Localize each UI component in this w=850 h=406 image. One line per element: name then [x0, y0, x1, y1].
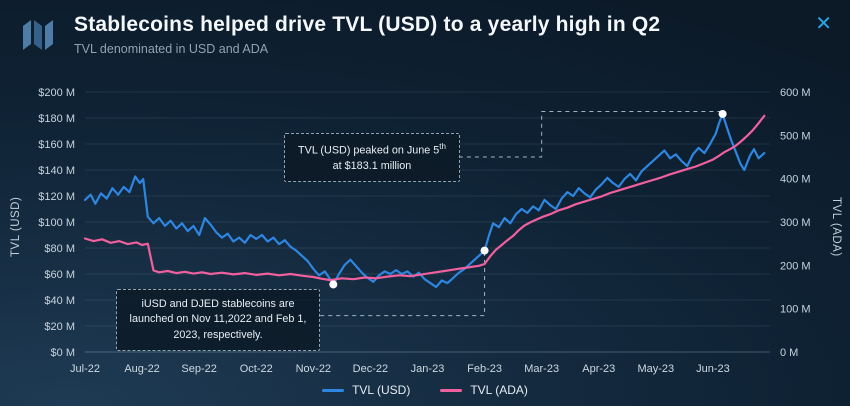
- legend-swatch: [322, 388, 345, 392]
- annotation-connector: [458, 111, 723, 158]
- legend-item-tvl-usd-[interactable]: TVL (USD): [322, 383, 410, 397]
- header: Stablecoins helped drive TVL (USD) to a …: [20, 12, 660, 56]
- y-axis-left-tick: $40 M: [44, 295, 75, 307]
- x-axis-tick: Aug-22: [124, 363, 159, 375]
- marker-dot: [480, 246, 489, 255]
- x-axis-tick: Jul-22: [70, 363, 100, 375]
- title-block: Stablecoins helped drive TVL (USD) to a …: [74, 12, 660, 56]
- y-axis-left-tick: $120 M: [38, 191, 75, 203]
- brand-logo-icon: [23, 20, 53, 50]
- x-axis-tick: Oct-22: [240, 363, 273, 375]
- x-axis-tick: Jan-23: [411, 363, 445, 375]
- y-axis-left-tick: $200 M: [38, 87, 75, 99]
- x-axis-tick: Jun-23: [696, 363, 730, 375]
- y-axis-right-tick: 500 M: [780, 130, 811, 142]
- legend-swatch: [440, 388, 463, 392]
- close-button[interactable]: ✕: [811, 10, 836, 38]
- y-axis-left-tick: $60 M: [44, 269, 75, 281]
- y-axis-right-tick: 600 M: [780, 87, 811, 99]
- x-axis-tick: May-23: [637, 363, 674, 375]
- legend-item-tvl-ada-[interactable]: TVL (ADA): [440, 383, 528, 397]
- marker-dot: [718, 109, 727, 118]
- y-axis-left-tick: $160 M: [38, 139, 75, 151]
- y-axis-left-tick: $100 M: [38, 217, 75, 229]
- y-axis-right-tick: 0 M: [780, 347, 798, 359]
- x-axis-tick: Sep-22: [181, 363, 216, 375]
- callout-launch-text: iUSD and DJED stablecoins are launched o…: [129, 298, 307, 341]
- series-line-tvl-ada-: [83, 114, 766, 282]
- annotation-connector: [320, 250, 486, 317]
- close-icon: ✕: [815, 13, 832, 35]
- marker-dot: [329, 280, 338, 289]
- callout-peak-sup: th: [439, 142, 446, 151]
- y-axis-left-tick: $180 M: [38, 113, 75, 125]
- x-axis-tick: Apr-23: [582, 363, 615, 375]
- series-line-tvl-usd-: [83, 112, 766, 289]
- y-axis-right-title: TVL (ADA): [830, 197, 842, 257]
- page-subtitle: TVL denominated in USD and ADA: [74, 42, 269, 57]
- x-axis-tick: Nov-22: [296, 363, 331, 375]
- callout-peak: TVL (USD) peaked on June 5th at $183.1 m…: [284, 133, 460, 183]
- y-axis-right-tick: 200 M: [780, 260, 811, 272]
- y-axis-right-tick: 400 M: [780, 174, 811, 186]
- y-axis-left-tick: $140 M: [38, 165, 75, 177]
- y-axis-left-tick: $80 M: [44, 243, 75, 255]
- y-axis-left-tick: $20 M: [44, 321, 75, 333]
- x-axis-tick: Mar-23: [524, 363, 559, 375]
- x-axis-tick: Feb-23: [467, 363, 502, 375]
- y-axis-left-tick: $0 M: [51, 347, 75, 359]
- callout-peak-text: TVL (USD) peaked on June 5: [298, 144, 440, 157]
- callout-launch: iUSD and DJED stablecoins are launched o…: [116, 289, 320, 351]
- y-axis-right-tick: 100 M: [780, 304, 811, 316]
- legend-label: TVL (USD): [352, 383, 411, 397]
- y-axis-right-tick: 300 M: [780, 217, 811, 229]
- callout-peak-text-2: at $183.1 million: [332, 159, 412, 172]
- legend-label: TVL (ADA): [470, 383, 528, 397]
- page-title: Stablecoins helped drive TVL (USD) to a …: [74, 13, 661, 36]
- x-axis-tick: Dec-22: [353, 363, 388, 375]
- tvl-chart: $200 M $180 M $160 M $140 M $120 M $100 M $80 …: [38, 87, 811, 375]
- legend: TVL (USD) TVL (ADA): [0, 383, 850, 397]
